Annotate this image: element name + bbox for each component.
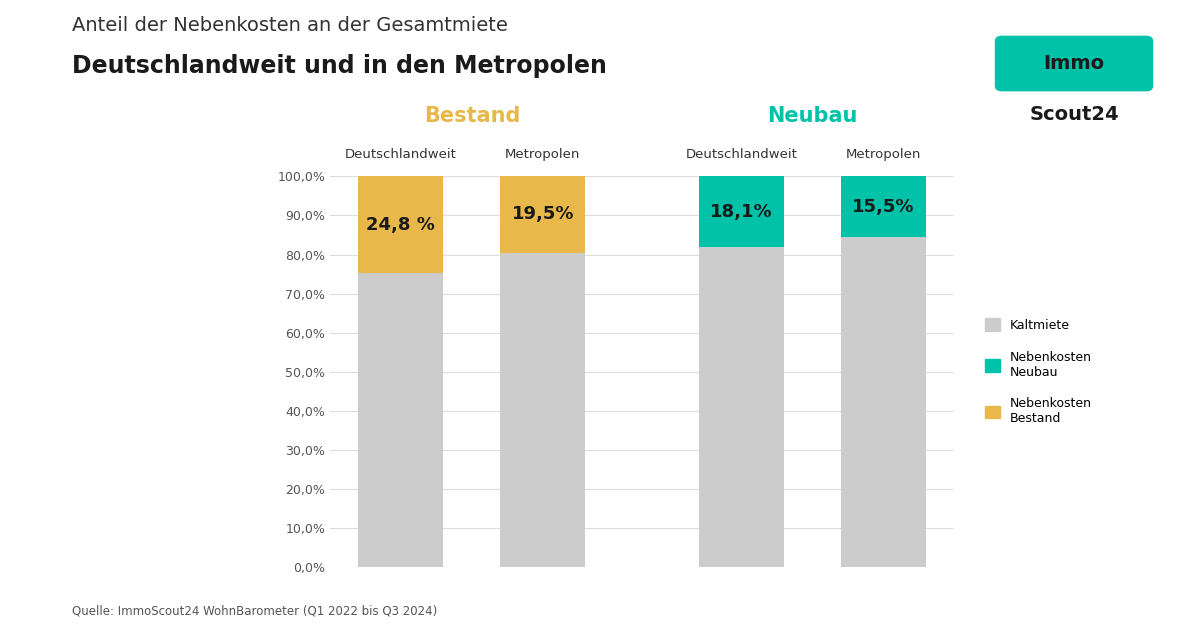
Text: 24,8 %: 24,8 % <box>366 216 436 234</box>
Text: Metropolen: Metropolen <box>846 148 920 161</box>
Bar <box>500 253 586 567</box>
Text: Deutschlandweit: Deutschlandweit <box>685 148 797 161</box>
Bar <box>698 247 784 567</box>
Text: Deutschlandweit: Deutschlandweit <box>344 148 457 161</box>
Text: Quelle: ImmoScout24 WohnBarometer (Q1 2022 bis Q3 2024): Quelle: ImmoScout24 WohnBarometer (Q1 20… <box>72 604 437 617</box>
Text: Deutschlandweit und in den Metropolen: Deutschlandweit und in den Metropolen <box>72 54 607 77</box>
Text: Immo: Immo <box>1044 54 1104 73</box>
Bar <box>840 237 925 567</box>
Text: 15,5%: 15,5% <box>852 198 914 215</box>
Bar <box>359 273 444 567</box>
Bar <box>840 176 925 237</box>
Legend: Kaltmiete, Nebenkosten
Neubau, Nebenkosten
Bestand: Kaltmiete, Nebenkosten Neubau, Nebenkost… <box>985 318 1092 425</box>
Text: 18,1%: 18,1% <box>710 203 773 220</box>
Text: 19,5%: 19,5% <box>511 205 574 224</box>
Bar <box>698 176 784 247</box>
Text: Anteil der Nebenkosten an der Gesamtmiete: Anteil der Nebenkosten an der Gesamtmiet… <box>72 16 508 35</box>
Text: Neubau: Neubau <box>767 106 857 125</box>
Bar <box>500 176 586 253</box>
Text: Bestand: Bestand <box>424 106 520 125</box>
Text: Metropolen: Metropolen <box>505 148 581 161</box>
Text: Scout24: Scout24 <box>1030 105 1118 124</box>
FancyBboxPatch shape <box>995 36 1153 91</box>
Bar <box>359 176 444 273</box>
